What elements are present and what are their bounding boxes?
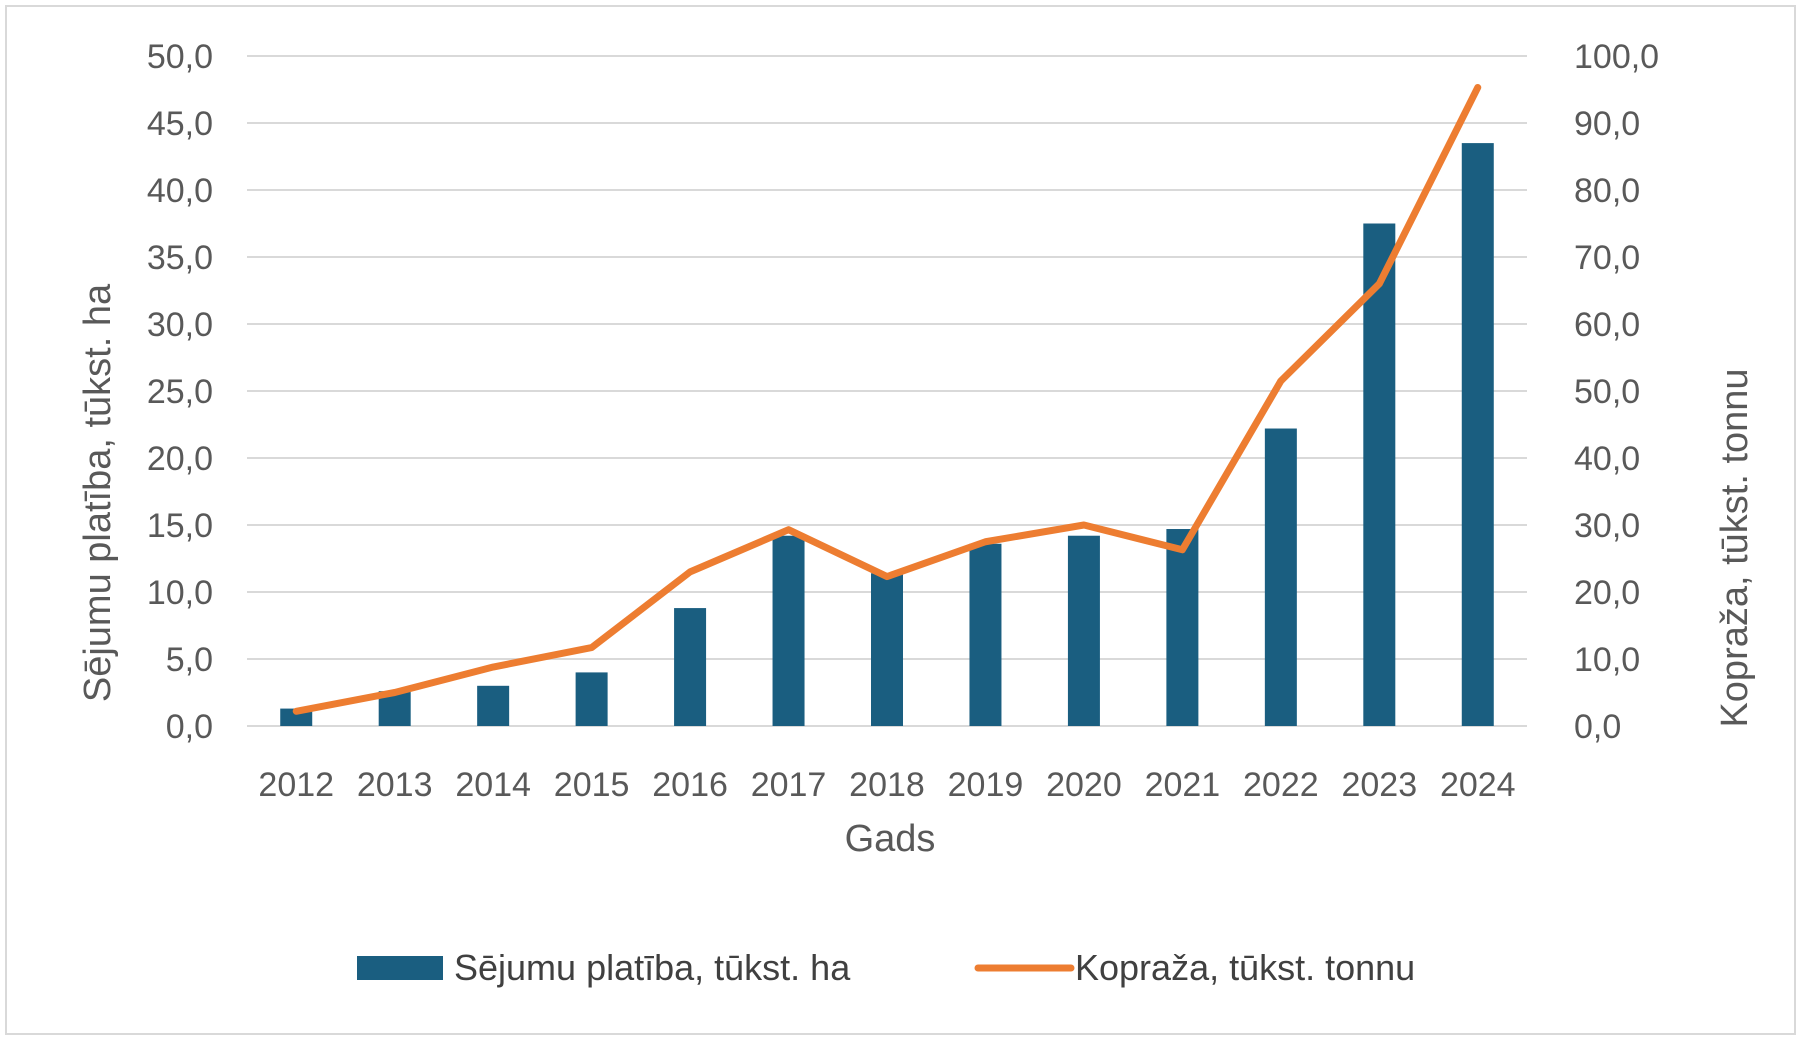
legend: Sējumu platība, tūkst. ha Kopraža, tūkst… [357,947,1415,988]
left-tick-label: 25,0 [147,373,213,411]
line-point [590,646,593,649]
right-tick-label: 80,0 [1574,172,1640,210]
line-point [295,710,298,713]
line-point [689,570,692,573]
left-axis-ticks: 0,0 5,0 10,0 15,0 20,0 25,0 30,0 35,0 40,0 45,0 50… [147,38,213,746]
right-tick-label: 90,0 [1574,105,1640,143]
bar [1461,143,1494,727]
chart-frame: 0,0 5,0 10,0 15,0 20,0 25,0 30,0 35,0 40,0 45,0 50… [5,5,1796,1035]
x-tick-label: 2013 [357,766,433,804]
line-point [886,575,888,578]
right-tick-label: 70,0 [1574,239,1640,277]
line-point [1279,379,1282,382]
right-tick-label: 50,0 [1574,373,1640,411]
x-tick-label: 2017 [751,766,827,804]
x-tick-label: 2020 [1046,766,1122,804]
legend-bar-label: Sējumu platība, tūkst. ha [454,947,851,988]
left-tick-label: 15,0 [147,507,213,545]
left-tick-label: 20,0 [147,440,213,478]
x-tick-label: 2022 [1243,766,1319,804]
legend-line-label: Kopraža, tūkst. tonnu [1075,947,1415,988]
bar [477,685,510,726]
line-point [1476,86,1479,89]
x-tick-label: 2019 [948,766,1024,804]
left-tick-label: 30,0 [147,306,213,344]
line-point [787,528,790,531]
x-tick-label: 2024 [1440,766,1516,804]
x-axis-ticks: 2012 2013 2014 2015 2016 2017 2018 2019 2020 2021… [258,766,1515,804]
line-point [1181,548,1184,551]
right-axis-title: Kopraža, tūkst. tonnu [1714,368,1756,727]
bar [772,535,805,726]
left-tick-label: 35,0 [147,239,213,277]
legend-bar-swatch [357,956,443,980]
bar [1264,428,1297,726]
grid-layer [247,55,1527,727]
left-tick-label: 40,0 [147,172,213,210]
left-tick-label: 45,0 [147,105,213,143]
right-tick-label: 30,0 [1574,507,1640,545]
bar [1363,223,1396,726]
left-tick-label: 10,0 [147,574,213,612]
right-tick-label: 20,0 [1574,574,1640,612]
right-tick-label: 60,0 [1574,306,1640,344]
x-tick-label: 2015 [554,766,630,804]
chart-svg: 0,0 5,0 10,0 15,0 20,0 25,0 30,0 35,0 40,0 45,0 50… [77,38,1756,988]
right-tick-label: 10,0 [1574,641,1640,679]
x-tick-label: 2012 [258,766,334,804]
line-point [492,666,495,669]
left-tick-label: 0,0 [166,708,213,746]
right-axis-ticks: 0,0 10,0 20,0 30,0 40,0 50,0 60,0 70,0 80,0 90,0 1… [1574,38,1659,746]
right-tick-label: 40,0 [1574,440,1640,478]
bar [1166,529,1199,726]
line-point [1082,524,1085,526]
x-tick-label: 2021 [1145,766,1221,804]
bar-series [280,143,1494,727]
line-point [984,540,987,543]
x-tick-label: 2014 [455,766,531,804]
left-axis-title: Sējumu platība, tūkst. ha [77,283,119,702]
bar [1067,535,1100,726]
line-point [1378,282,1381,285]
x-tick-label: 2023 [1341,766,1417,804]
x-tick-label: 2018 [849,766,925,804]
bar [871,573,903,726]
bar [674,608,707,726]
left-tick-label: 50,0 [147,38,213,76]
right-tick-label: 100,0 [1574,38,1659,76]
bar [969,543,1002,726]
left-tick-label: 5,0 [166,641,213,679]
x-axis-title: Gads [845,818,936,860]
x-tick-label: 2016 [652,766,728,804]
right-tick-label: 0,0 [1574,708,1621,746]
line-series [292,83,1482,715]
bar [575,672,608,726]
line-point [393,691,396,694]
